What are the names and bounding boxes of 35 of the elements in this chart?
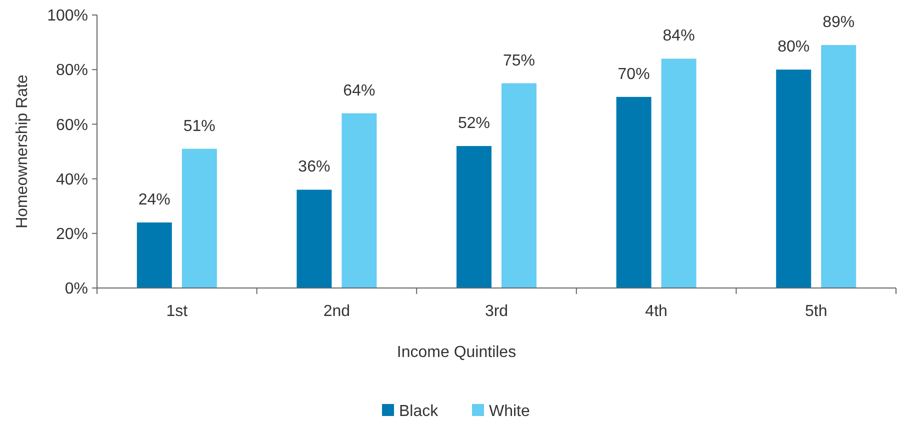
data-label: 89% [822, 14, 855, 32]
data-label: 52% [458, 115, 490, 132]
y-axis-title: Homeownership Rate [14, 74, 31, 228]
bar [661, 58, 696, 288]
data-label: 24% [138, 191, 170, 208]
data-label: 75% [502, 52, 536, 70]
bar [136, 222, 172, 288]
x-tick-label: 4th [645, 303, 668, 320]
y-tick-label: 20% [56, 226, 88, 243]
bar [296, 190, 332, 288]
bar [182, 148, 217, 288]
legend-label: Black [399, 403, 440, 420]
y-tick-label: 40% [56, 171, 88, 188]
bar [776, 70, 812, 288]
legend-label: White [489, 403, 530, 420]
y-tick-label: 0% [64, 280, 88, 298]
bar [821, 45, 856, 288]
bar [502, 83, 536, 288]
y-tick-label: 100% [47, 8, 88, 25]
bar [616, 96, 652, 288]
data-label: 36% [298, 158, 330, 176]
bar [456, 146, 492, 288]
y-tick-label: 80% [56, 62, 88, 80]
data-label: 84% [662, 28, 695, 45]
y-tick-label: 60% [56, 116, 88, 134]
data-label: 80% [778, 38, 810, 56]
x-tick-label: 2nd [323, 303, 350, 320]
x-axis-title: Income Quintiles [396, 344, 516, 361]
data-label: 64% [343, 82, 376, 100]
data-label: 70% [618, 66, 650, 83]
x-tick-label: 5th [804, 303, 828, 320]
x-tick-label: 3rd [484, 303, 508, 320]
data-label: 51% [183, 118, 216, 135]
bar [342, 113, 377, 288]
x-tick-label: 1st [166, 303, 188, 320]
